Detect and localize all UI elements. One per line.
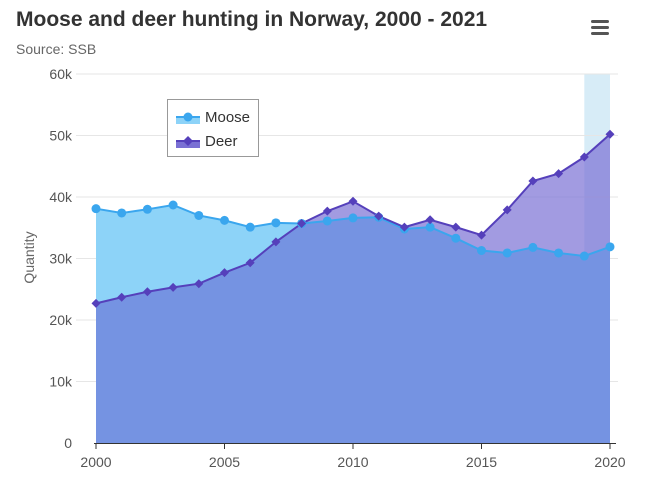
hamburger-menu-icon-line — [591, 32, 609, 35]
deer-point[interactable] — [142, 287, 152, 297]
y-tick-label: 0 — [64, 435, 72, 451]
legend-item-deer[interactable]: Deer — [176, 131, 238, 151]
hamburger-menu-icon — [591, 20, 609, 23]
chart-title: Moose and deer hunting in Norway, 2000 -… — [16, 8, 488, 31]
moose-point[interactable] — [425, 222, 435, 232]
deer-point[interactable] — [117, 292, 127, 302]
deer-point[interactable] — [168, 282, 178, 292]
chart-menu-button[interactable] — [584, 14, 616, 42]
y-tick-label: 10k — [49, 374, 73, 390]
hamburger-menu-icon-line — [591, 26, 609, 29]
moose-point[interactable] — [91, 204, 101, 214]
deer-point[interactable] — [477, 230, 486, 240]
moose-point[interactable] — [605, 242, 615, 252]
deer-point[interactable] — [297, 218, 307, 228]
x-tick-label: 2000 — [80, 454, 111, 470]
deer-point[interactable] — [528, 176, 538, 186]
moose-point[interactable] — [554, 248, 564, 258]
deer-point[interactable] — [399, 222, 409, 232]
moose-legend-symbol-icon — [176, 112, 200, 124]
x-tick-label: 2005 — [209, 454, 240, 470]
legend-item-moose[interactable]: Moose — [176, 107, 250, 127]
moose-point[interactable] — [142, 204, 152, 214]
moose-point[interactable] — [117, 208, 127, 218]
x-tick-label: 2020 — [594, 454, 625, 470]
moose-point[interactable] — [194, 210, 204, 220]
moose-point[interactable] — [451, 233, 461, 243]
deer-point[interactable] — [579, 152, 589, 162]
moose-point[interactable] — [348, 213, 358, 223]
deer-point[interactable] — [245, 258, 255, 268]
chart-subtitle: Source: SSB — [16, 41, 97, 57]
y-tick-label: 30k — [49, 251, 73, 267]
deer-point[interactable] — [605, 129, 615, 139]
moose-point[interactable] — [245, 222, 255, 232]
moose-point[interactable] — [271, 218, 281, 228]
deer-point[interactable] — [502, 205, 512, 215]
moose-point[interactable] — [528, 242, 538, 252]
deer-point[interactable] — [91, 298, 101, 308]
deer-point[interactable] — [194, 279, 204, 289]
y-tick-label: 60k — [49, 66, 73, 82]
x-tick-label: 2015 — [466, 454, 497, 470]
deer-point[interactable] — [348, 196, 358, 206]
moose-point[interactable] — [502, 248, 512, 258]
deer-point[interactable] — [374, 211, 384, 221]
deer-point[interactable] — [425, 215, 435, 225]
legend-label-moose: Moose — [205, 108, 251, 126]
legend-label-deer: Deer — [205, 132, 238, 150]
moose-point[interactable] — [220, 215, 229, 225]
deer-point[interactable] — [220, 268, 229, 278]
moose-point[interactable] — [322, 216, 332, 226]
deer-point[interactable] — [451, 222, 461, 232]
x-tick-label: 2010 — [337, 454, 368, 470]
y-tick-label: 20k — [49, 312, 73, 328]
deer-point[interactable] — [322, 206, 332, 216]
deer-point[interactable] — [271, 237, 281, 247]
moose-point[interactable] — [579, 251, 589, 261]
y-tick-label: 40k — [49, 189, 73, 205]
deer-legend-symbol-icon — [176, 136, 200, 148]
moose-point[interactable] — [477, 246, 486, 256]
deer-point[interactable] — [554, 169, 564, 179]
y-axis-title: Quantity — [21, 231, 37, 283]
moose-point[interactable] — [168, 200, 178, 210]
y-tick-label: 50k — [49, 128, 73, 144]
chart-legend: Moose Deer — [167, 99, 259, 157]
